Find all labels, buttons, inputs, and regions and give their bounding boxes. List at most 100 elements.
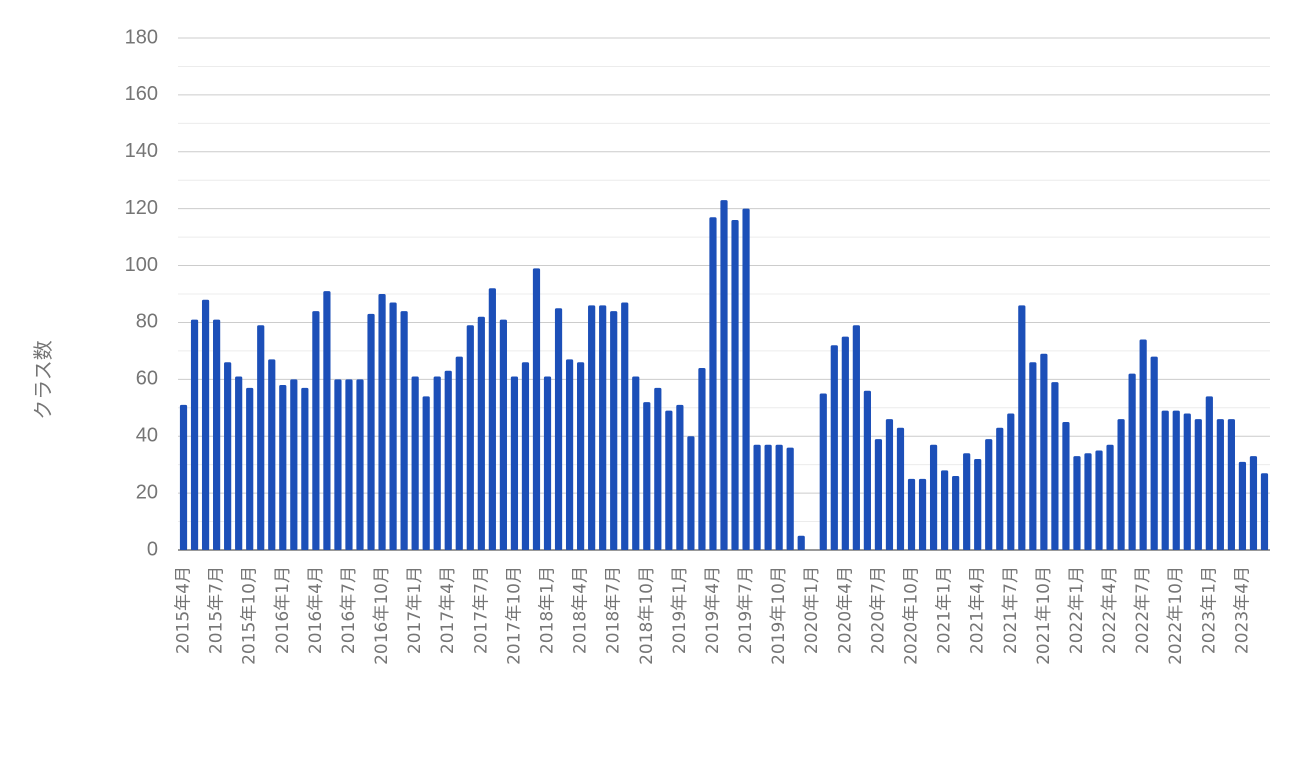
- bar: [565, 359, 574, 550]
- y-tick-label: 80: [136, 311, 158, 333]
- bar: [356, 379, 364, 550]
- bar: [996, 427, 1004, 550]
- bar: [687, 436, 695, 550]
- bar: [1084, 453, 1092, 550]
- bar: [1106, 444, 1114, 550]
- y-tick-label: 60: [136, 368, 158, 390]
- y-tick-label: 160: [125, 83, 158, 105]
- y-tick-label: 0: [147, 538, 158, 560]
- bar: [632, 376, 640, 550]
- y-tick-label: 100: [125, 254, 158, 276]
- bar: [532, 268, 541, 550]
- bar: [554, 308, 563, 550]
- bar: [477, 316, 485, 550]
- bar: [334, 379, 342, 550]
- bar: [1062, 422, 1070, 550]
- y-tick-label: 180: [125, 26, 158, 48]
- x-tick-label: 2019年1月: [670, 566, 690, 654]
- bar: [1007, 413, 1015, 550]
- bar: [455, 356, 463, 550]
- x-tick-label: 2019年4月: [703, 566, 723, 654]
- bar: [444, 370, 452, 550]
- bar: [389, 302, 397, 550]
- bar: [510, 376, 519, 550]
- y-axis-label: クラス数: [31, 340, 55, 420]
- x-tick-label: 2021年10月: [1034, 566, 1054, 665]
- bar: [797, 535, 805, 550]
- bar: [941, 470, 949, 550]
- bar: [290, 379, 298, 550]
- bar: [400, 311, 408, 550]
- bar: [257, 325, 265, 550]
- x-tick-label: 2017年1月: [405, 566, 425, 654]
- bar: [952, 476, 960, 550]
- bar: [499, 319, 507, 550]
- x-tick-label: 2021年4月: [968, 566, 988, 654]
- x-tick-label: 2017年4月: [438, 566, 458, 654]
- bar: [775, 444, 783, 550]
- bar: [907, 478, 916, 550]
- bar: [1161, 410, 1169, 550]
- bar: [819, 393, 827, 550]
- bar: [466, 325, 474, 550]
- x-tick-label: 2018年7月: [604, 566, 624, 654]
- bar: [411, 376, 419, 550]
- bar: [345, 379, 353, 550]
- bar: [422, 396, 430, 550]
- bar: [874, 439, 883, 550]
- bar: [1128, 373, 1136, 550]
- bar: [731, 220, 739, 551]
- x-tick-label: 2022年1月: [1067, 566, 1087, 654]
- x-tick-label: 2016年4月: [306, 566, 326, 654]
- bar: [1194, 419, 1202, 550]
- x-tick-label: 2017年10月: [504, 566, 524, 665]
- bar: [312, 311, 320, 550]
- x-tick-label: 2020年1月: [802, 566, 822, 654]
- bar: [1227, 419, 1235, 550]
- x-tick-label: 2023年1月: [1199, 566, 1219, 654]
- bar: [521, 362, 530, 550]
- x-tick-label: 2022年7月: [1133, 566, 1153, 654]
- bar: [885, 419, 894, 550]
- bar: [224, 362, 232, 550]
- bar: [665, 410, 673, 550]
- y-tick-label: 20: [136, 481, 158, 503]
- bar: [929, 444, 938, 550]
- x-tick-label: 2015年4月: [174, 566, 194, 654]
- bar: [323, 291, 331, 550]
- bar: [577, 362, 585, 550]
- bar: [190, 319, 199, 550]
- x-tick-label: 2018年4月: [571, 566, 591, 654]
- bar: [1183, 413, 1191, 550]
- x-tick-label: 2021年1月: [935, 566, 955, 654]
- x-tick-label: 2022年10月: [1166, 566, 1186, 665]
- bar: [918, 478, 927, 550]
- y-tick-label: 120: [125, 197, 158, 219]
- bar: [246, 387, 254, 550]
- x-tick-label: 2016年1月: [273, 566, 293, 654]
- bar: [742, 208, 750, 550]
- bar: [378, 294, 386, 550]
- x-tick-label: 2020年10月: [902, 566, 922, 665]
- x-tick-label: 2020年4月: [835, 566, 855, 654]
- bar: [963, 453, 971, 550]
- bar: [610, 311, 618, 550]
- x-tick-label: 2020年7月: [868, 566, 888, 654]
- bar: [543, 376, 552, 550]
- bar: [201, 299, 210, 550]
- bar: [1073, 456, 1081, 550]
- x-tick-label: 2019年10月: [769, 566, 789, 665]
- bar: [1216, 419, 1224, 550]
- bar: [753, 444, 761, 550]
- bar: [1095, 450, 1103, 550]
- bar: [1205, 396, 1213, 550]
- bar: [179, 404, 188, 550]
- bar: [279, 385, 287, 550]
- bar: [1051, 382, 1059, 550]
- y-tick-label: 40: [136, 425, 158, 447]
- bar: [268, 359, 276, 550]
- x-tick-label: 2016年10月: [372, 566, 392, 665]
- bar: [654, 387, 662, 550]
- x-tick-label: 2022年4月: [1100, 566, 1120, 654]
